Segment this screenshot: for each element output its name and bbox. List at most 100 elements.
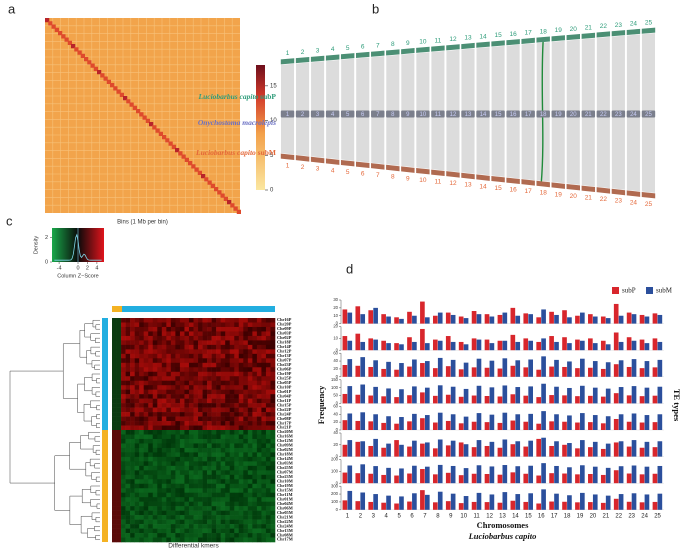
- heatmap-cell: [116, 335, 122, 341]
- synteny-ribbon: [371, 117, 385, 165]
- bar: [515, 441, 521, 457]
- heatmap-cell: [256, 465, 262, 471]
- bar: [463, 388, 469, 404]
- dendrogram: [95, 351, 100, 357]
- bar: [373, 307, 378, 324]
- heatmap-cell: [247, 492, 253, 498]
- heatmap-cell: [247, 421, 253, 426]
- heatmap-cell: [225, 407, 231, 413]
- heatmap-cell: [157, 353, 163, 359]
- bar: [605, 416, 611, 430]
- heatmap-cell: [225, 380, 231, 386]
- heatmap-cell: [198, 344, 203, 350]
- heatmap-cell: [193, 349, 199, 355]
- x-tick-label: 7: [423, 514, 427, 520]
- bar: [592, 415, 598, 430]
- heatmap-cell: [202, 434, 208, 440]
- heatmap-cell: [188, 479, 194, 485]
- heatmap-cell: [188, 524, 194, 529]
- heatmap-cell: [229, 461, 235, 467]
- heatmap-cell: [243, 501, 249, 507]
- heatmap-cell: [229, 447, 235, 453]
- hic-diagonal: [93, 66, 98, 71]
- heatmap-cell: [166, 371, 172, 377]
- heatmap-cell: [175, 362, 181, 368]
- heatmap-cell: [198, 501, 203, 507]
- heatmap-cell: [211, 497, 217, 502]
- heatmap-cell: [184, 335, 190, 341]
- bar: [631, 359, 637, 377]
- bar: [386, 443, 391, 457]
- heatmap-cell: [179, 349, 185, 355]
- heatmap-cell: [234, 515, 240, 520]
- bar: [639, 502, 645, 510]
- heatmap-cell: [243, 362, 249, 368]
- heatmap-cell: [143, 465, 149, 471]
- heatmap-cell: [175, 398, 181, 404]
- heatmap-cell: [112, 403, 117, 408]
- heatmap-cell: [216, 416, 221, 422]
- heatmap-cell: [157, 371, 163, 377]
- hic-diagonal: [194, 167, 199, 172]
- heatmap-cell: [229, 434, 235, 440]
- heatmap-cell: [252, 524, 258, 529]
- chromosome-block: [371, 110, 385, 118]
- chromosome-block: [596, 187, 611, 194]
- heatmap-cell: [265, 452, 271, 458]
- dendrogram: [90, 400, 100, 408]
- heatmap-cell: [121, 492, 126, 498]
- bar: [458, 475, 464, 484]
- heatmap-cell: [179, 353, 185, 359]
- heatmap-cell: [112, 497, 117, 502]
- heatmap-cell: [207, 515, 212, 520]
- heatmap-cell: [220, 483, 226, 489]
- bar: [605, 344, 611, 351]
- bar: [424, 494, 430, 510]
- heatmap-cell: [247, 452, 253, 458]
- bar: [592, 343, 598, 351]
- heatmap-cell: [265, 497, 271, 502]
- heatmap-cell: [175, 510, 181, 516]
- bar: [407, 311, 412, 324]
- heatmap-cell: [198, 416, 203, 422]
- heatmap-cell: [112, 434, 117, 440]
- heatmap-cell: [220, 331, 226, 337]
- dendrogram: [95, 391, 100, 397]
- bar: [347, 386, 353, 404]
- heatmap-cell: [134, 322, 140, 328]
- heatmap-cell: [238, 470, 244, 476]
- heatmap-cell: [220, 510, 226, 516]
- species-label: Luciobarbus capito subP: [197, 92, 276, 101]
- heatmap-cell: [202, 524, 208, 529]
- heatmap-cell: [252, 510, 258, 516]
- heatmap-cell: [234, 326, 240, 332]
- heatmap-cell: [238, 465, 244, 471]
- heatmap-cell: [270, 340, 276, 346]
- heatmap-cell: [188, 322, 194, 328]
- hic-diagonal: [103, 76, 108, 81]
- heatmap-cell: [152, 394, 158, 399]
- bar: [613, 393, 619, 404]
- heatmap-cell: [134, 349, 140, 355]
- bar: [484, 396, 490, 404]
- species-name: Onychostoma macrolepis: [198, 118, 276, 127]
- dendrogram: [85, 462, 92, 477]
- bar: [644, 415, 650, 430]
- heatmap-cell: [225, 416, 231, 422]
- heatmap-cell: [247, 438, 253, 444]
- heatmap-cell: [256, 416, 262, 422]
- chromosome-block: [491, 175, 505, 183]
- bar: [424, 442, 430, 457]
- heatmap-cell: [229, 438, 235, 444]
- heatmap-cell: [211, 474, 217, 480]
- heatmap-cell: [238, 353, 244, 359]
- dendrogram: [92, 445, 100, 453]
- heatmap-cell: [170, 537, 176, 543]
- heatmap-cell: [175, 497, 181, 502]
- heatmap-cell: [261, 438, 267, 444]
- synteny-ribbon: [596, 36, 610, 111]
- heatmap-cell: [198, 438, 203, 444]
- heatmap-cell: [179, 340, 185, 346]
- heatmap-cell: [207, 367, 212, 373]
- synteny-ribbon: [311, 61, 325, 111]
